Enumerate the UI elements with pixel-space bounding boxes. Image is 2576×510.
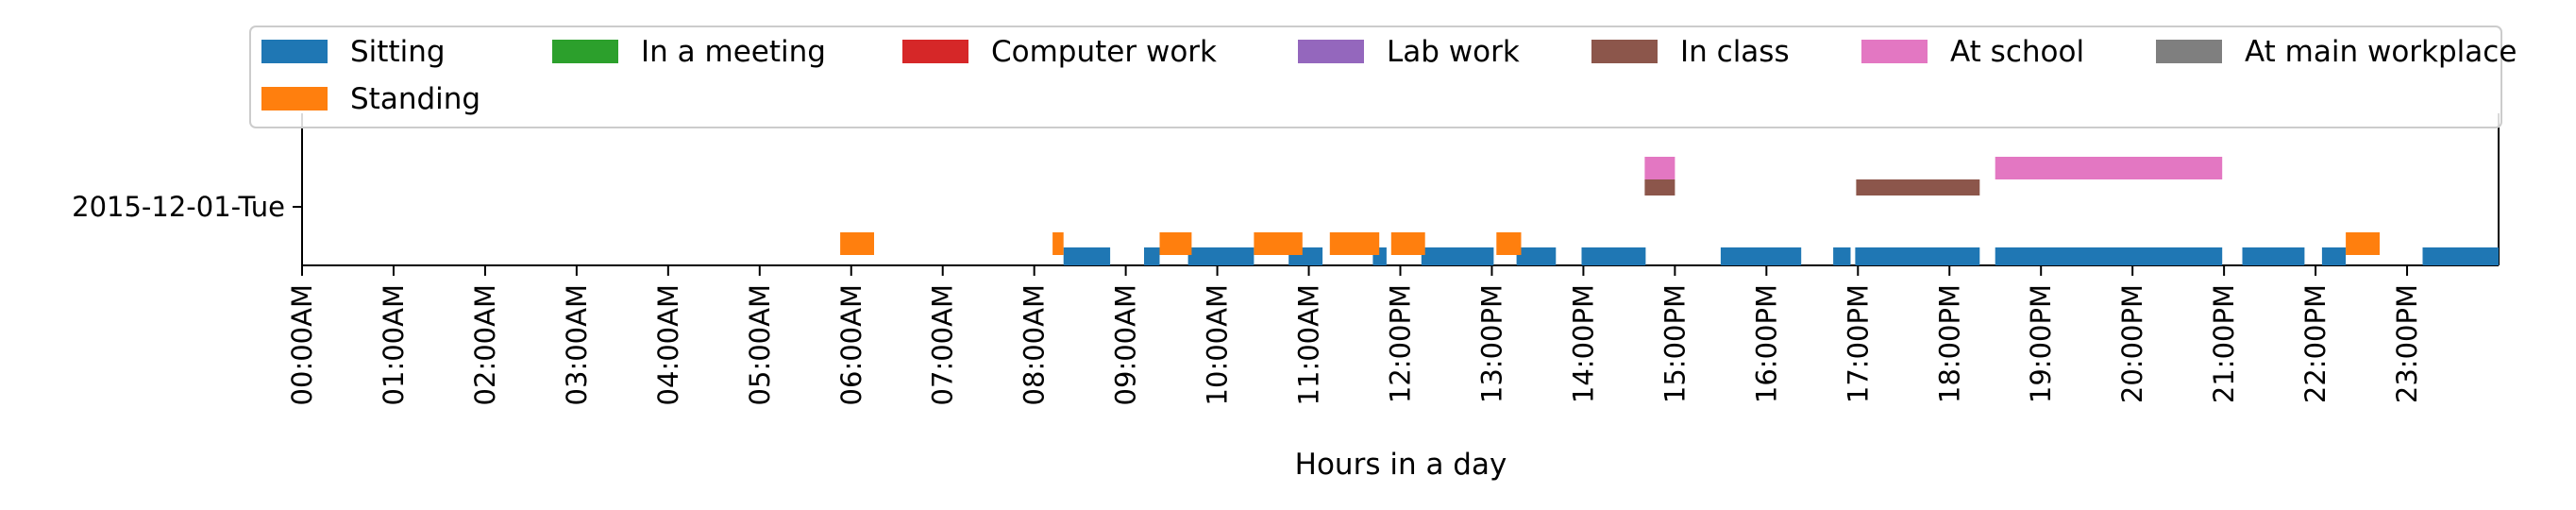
bar-sitting-2 <box>1144 247 1160 265</box>
legend-label-standing: Standing <box>350 82 480 116</box>
x-tick-label: 08:00AM <box>1019 284 1051 405</box>
x-tick-label: 18:00PM <box>1933 284 1965 403</box>
bar-standing-8 <box>2346 232 2380 255</box>
x-tick-label: 23:00PM <box>2391 284 2423 403</box>
legend-swatch-at-main-workplace <box>2156 40 2222 63</box>
x-tick-label: 13:00PM <box>1475 284 1507 403</box>
legend-swatch-lab-work <box>1298 40 1364 63</box>
x-tick-label: 05:00AM <box>744 284 776 405</box>
x-tick-label: 12:00PM <box>1385 284 1417 403</box>
x-tick-label: 21:00PM <box>2208 284 2240 403</box>
bar-sitting-8 <box>1581 247 1646 265</box>
x-tick-label: 22:00PM <box>2299 284 2332 403</box>
legend-label-at-school: At school <box>1950 35 2084 69</box>
bar-standing-6 <box>1390 232 1425 255</box>
y-tick-label: 2015-12-01-Tue <box>72 191 285 223</box>
x-tick-label: 20:00PM <box>2116 284 2148 403</box>
x-tick-label: 02:00AM <box>469 284 501 405</box>
bar-sitting-12 <box>1995 247 2223 265</box>
x-tick-label: 09:00AM <box>1110 284 1142 405</box>
legend-label-lab-work: Lab work <box>1387 35 1520 69</box>
x-tick-label: 07:00AM <box>927 284 959 405</box>
legend-label-computer-work: Computer work <box>991 35 1217 69</box>
bar-at-school-2 <box>1995 157 2223 179</box>
x-tick-label: 11:00AM <box>1293 284 1325 405</box>
x-tick-label: 17:00PM <box>1842 284 1874 403</box>
x-axis-label: Hours in a day <box>1295 448 1507 482</box>
legend-swatch-in-class <box>1591 40 1658 63</box>
legend-swatch-computer-work <box>902 40 968 63</box>
bar-sitting-11 <box>1855 247 1980 265</box>
x-tick-label: 04:00AM <box>652 284 684 405</box>
x-tick-label: 01:00AM <box>378 284 410 405</box>
bar-in-class-1 <box>1644 179 1675 196</box>
legend: Sitting In a meeting Computer work Lab work… <box>249 26 2517 128</box>
legend-swatch-in-a-meeting <box>552 40 618 63</box>
x-tick-label: 00:00AM <box>286 284 318 405</box>
bar-standing-7 <box>1496 232 1522 255</box>
bar-sitting-15 <box>2422 247 2499 265</box>
legend-label-in-class: In class <box>1680 35 1790 69</box>
x-tick-label: 10:00AM <box>1202 284 1234 405</box>
y-axis: 2015-12-01-Tue <box>72 191 302 223</box>
bar-sitting-1 <box>1063 247 1111 265</box>
x-tick-label: 15:00PM <box>1658 284 1691 403</box>
bar-standing-4 <box>1254 232 1303 255</box>
activity-bars <box>840 157 2499 265</box>
legend-label-in-a-meeting: In a meeting <box>641 35 826 69</box>
x-tick-label: 16:00PM <box>1750 284 1782 403</box>
bar-standing-2 <box>1052 232 1064 255</box>
x-axis: 00:00AM 01:00AM 02:00AM 03:00AM 04:00AM 05:00… <box>286 265 2423 405</box>
legend-swatch-sitting <box>261 40 328 63</box>
bar-sitting-9 <box>1720 247 1802 265</box>
x-tick-label: 14:00PM <box>1567 284 1599 403</box>
bar-at-school-1 <box>1644 157 1675 179</box>
bar-standing-1 <box>840 232 874 255</box>
legend-box <box>249 26 2502 128</box>
bar-sitting-3 <box>1187 247 1254 265</box>
bar-sitting-14 <box>2321 247 2347 265</box>
legend-label-at-main-workplace: At main workplace <box>2245 35 2517 69</box>
legend-label-sitting: Sitting <box>350 35 446 69</box>
bar-sitting-10 <box>1833 247 1851 265</box>
legend-swatch-at-school <box>1861 40 1928 63</box>
bar-standing-3 <box>1159 232 1192 255</box>
bar-sitting-6 <box>1421 247 1494 265</box>
bar-sitting-7 <box>1516 247 1557 265</box>
legend-swatch-standing <box>261 87 328 110</box>
x-tick-label: 19:00PM <box>2025 284 2057 403</box>
x-tick-label: 06:00AM <box>835 284 867 405</box>
bar-in-class-2 <box>1856 179 1980 196</box>
bar-standing-5 <box>1329 232 1380 255</box>
bar-sitting-13 <box>2242 247 2305 265</box>
x-tick-label: 03:00AM <box>561 284 593 405</box>
